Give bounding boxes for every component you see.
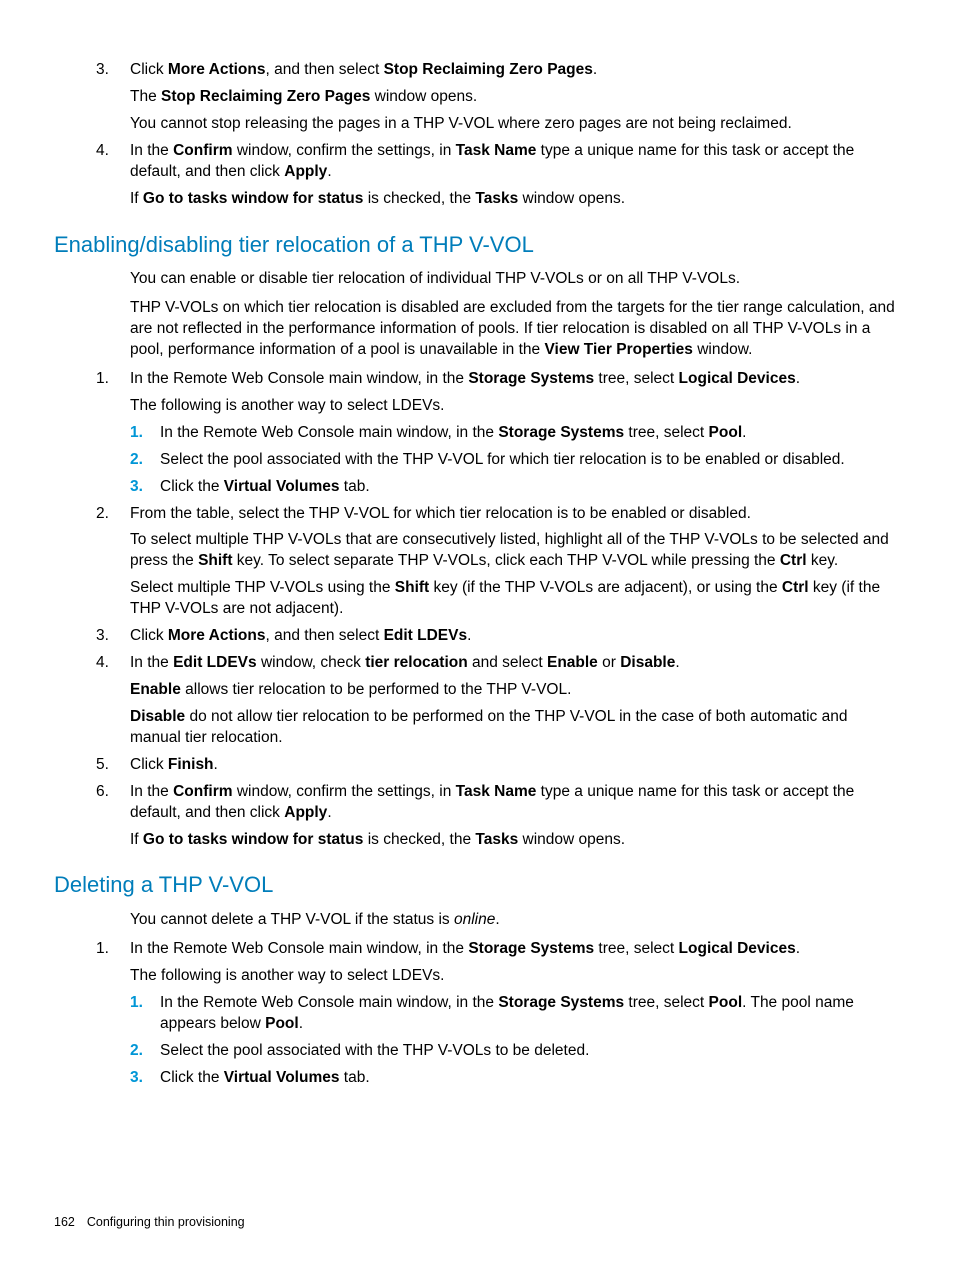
paragraph: Click the Virtual Volumes tab. <box>160 477 900 498</box>
paragraph: Click More Actions, and then select Stop… <box>130 60 900 81</box>
sub-list-item: 3.Click the Virtual Volumes tab. <box>160 477 900 498</box>
list-number: 1. <box>96 369 109 390</box>
sub-list-number: 1. <box>130 993 143 1014</box>
paragraph: In the Edit LDEVs window, check tier rel… <box>130 653 900 674</box>
paragraph: You cannot stop releasing the pages in a… <box>130 114 900 135</box>
sub-list-number: 2. <box>130 1041 143 1062</box>
sub-list-item: 2.Select the pool associated with the TH… <box>160 1041 900 1062</box>
paragraph: Select multiple THP V-VOLs using the Shi… <box>130 578 900 620</box>
list-item: 4.In the Edit LDEVs window, check tier r… <box>130 653 900 749</box>
list-number: 3. <box>96 60 109 81</box>
paragraph: The Stop Reclaiming Zero Pages window op… <box>130 87 900 108</box>
paragraph: In the Remote Web Console main window, i… <box>160 423 900 444</box>
paragraph: From the table, select the THP V-VOL for… <box>130 504 900 525</box>
sub-list-item-body: Select the pool associated with the THP … <box>160 450 900 471</box>
list-item: 6.In the Confirm window, confirm the set… <box>130 782 900 851</box>
paragraph: In the Remote Web Console main window, i… <box>130 369 900 390</box>
top-continued-list: 3.Click More Actions, and then select St… <box>130 60 900 210</box>
paragraph: Click Finish. <box>130 755 900 776</box>
list-number: 4. <box>96 653 109 674</box>
sub-list: 1.In the Remote Web Console main window,… <box>160 993 900 1089</box>
list-item-body: In the Remote Web Console main window, i… <box>130 369 900 498</box>
list-item: 1. In the Remote Web Console main window,… <box>130 939 900 1089</box>
section-heading-tier-relocation: Enabling/disabling tier relocation of a … <box>54 230 900 260</box>
list-item: 5.Click Finish. <box>130 755 900 776</box>
sub-list-number: 3. <box>130 1068 143 1089</box>
list-item-body: In the Remote Web Console main window, i… <box>130 939 900 1089</box>
paragraph: Click More Actions, and then select Edit… <box>130 626 900 647</box>
sub-list-item: 1.In the Remote Web Console main window,… <box>160 423 900 444</box>
paragraph: The following is another way to select L… <box>130 966 900 987</box>
paragraph: In the Confirm window, confirm the setti… <box>130 782 900 824</box>
list-item-body: In the Confirm window, confirm the setti… <box>130 141 900 210</box>
sub-list-item-body: In the Remote Web Console main window, i… <box>160 993 900 1035</box>
paragraph: THP V-VOLs on which tier relocation is d… <box>130 298 900 361</box>
paragraph: In the Remote Web Console main window, i… <box>130 939 900 960</box>
sub-list-item-body: Click the Virtual Volumes tab. <box>160 477 900 498</box>
paragraph: Click the Virtual Volumes tab. <box>160 1068 900 1089</box>
sub-list-item-body: Select the pool associated with the THP … <box>160 1041 900 1062</box>
section2-intro: You cannot delete a THP V-VOL if the sta… <box>54 910 900 931</box>
list-item-body: From the table, select the THP V-VOL for… <box>130 504 900 621</box>
list-number: 2. <box>96 504 109 525</box>
list-item: 3.Click More Actions, and then select Ed… <box>130 626 900 647</box>
list-item-body: Click More Actions, and then select Edit… <box>130 626 900 647</box>
section-heading-deleting: Deleting a THP V-VOL <box>54 870 900 900</box>
page-footer: 162 Configuring thin provisioning <box>54 1214 245 1231</box>
list-item: 2.From the table, select the THP V-VOL f… <box>130 504 900 621</box>
sub-list-number: 1. <box>130 423 143 444</box>
list-item-body: Click Finish. <box>130 755 900 776</box>
sub-list-number: 2. <box>130 450 143 471</box>
list-item-body: Click More Actions, and then select Stop… <box>130 60 900 135</box>
paragraph: Disable do not allow tier relocation to … <box>130 707 900 749</box>
sub-list-item: 2.Select the pool associated with the TH… <box>160 450 900 471</box>
list-item-body: In the Edit LDEVs window, check tier rel… <box>130 653 900 749</box>
paragraph: To select multiple THP V-VOLs that are c… <box>130 530 900 572</box>
paragraph: The following is another way to select L… <box>130 396 900 417</box>
chapter-title: Configuring thin provisioning <box>87 1215 245 1229</box>
paragraph: Select the pool associated with the THP … <box>160 1041 900 1062</box>
list-number: 3. <box>96 626 109 647</box>
sub-list-item: 3.Click the Virtual Volumes tab. <box>160 1068 900 1089</box>
paragraph: If Go to tasks window for status is chec… <box>130 189 900 210</box>
paragraph: You cannot delete a THP V-VOL if the sta… <box>130 910 900 931</box>
paragraph: In the Confirm window, confirm the setti… <box>130 141 900 183</box>
page-content: 3. Click More Actions, and then select St… <box>0 0 954 1135</box>
sub-list-item-body: Click the Virtual Volumes tab. <box>160 1068 900 1089</box>
paragraph: You can enable or disable tier relocatio… <box>130 269 900 290</box>
list-item: 1. In the Remote Web Console main window,… <box>130 369 900 498</box>
list-item: 4.In the Confirm window, confirm the set… <box>130 141 900 210</box>
page-number: 162 <box>54 1215 75 1229</box>
section1-list: 1. In the Remote Web Console main window,… <box>130 369 900 851</box>
sub-list: 1.In the Remote Web Console main window,… <box>160 423 900 498</box>
section1-intro: You can enable or disable tier relocatio… <box>54 269 900 361</box>
list-item: 3.Click More Actions, and then select St… <box>130 60 900 135</box>
sub-list-number: 3. <box>130 477 143 498</box>
list-number: 5. <box>96 755 109 776</box>
section2-list: 1. In the Remote Web Console main window,… <box>130 939 900 1089</box>
paragraph: Select the pool associated with the THP … <box>160 450 900 471</box>
list-number: 6. <box>96 782 109 803</box>
list-number: 1. <box>96 939 109 960</box>
list-item-body: In the Confirm window, confirm the setti… <box>130 782 900 851</box>
paragraph: In the Remote Web Console main window, i… <box>160 993 900 1035</box>
sub-list-item: 1.In the Remote Web Console main window,… <box>160 993 900 1035</box>
paragraph: Enable allows tier relocation to be perf… <box>130 680 900 701</box>
sub-list-item-body: In the Remote Web Console main window, i… <box>160 423 900 444</box>
paragraph: If Go to tasks window for status is chec… <box>130 830 900 851</box>
list-number: 4. <box>96 141 109 162</box>
